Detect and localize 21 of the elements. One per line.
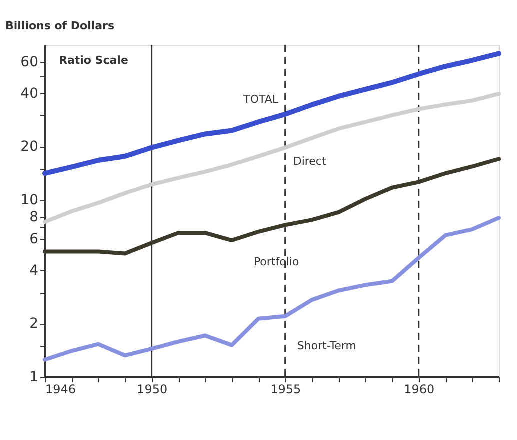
y-tick-label: 10 [20,192,38,208]
series-label: TOTAL [242,93,280,106]
x-tick-label: 1960 [404,382,435,396]
y-tick-label: 1 [30,370,38,386]
y-tick-label: 4 [30,262,39,279]
annotation: Ratio Scale [59,54,128,67]
series-label: Portfolio [254,256,300,269]
text: Short-Term [297,339,357,352]
y-tick-label: 8 [30,210,38,226]
x-tick-label: 1946 [46,382,76,396]
y-tick-label: 2 [30,316,38,332]
y-axis-title: Billions of Dollars [6,20,115,32]
line-series [43,92,501,224]
y-tick-label: 6 [30,232,39,248]
y-tick-label: 20 [20,139,38,156]
y-tick-label: 40 [20,86,38,102]
series-label: Direct [293,154,327,168]
x-tick-label: 1955 [270,382,302,396]
line-series [43,216,501,362]
y-tick-label: 60 [20,54,38,71]
x-tick-label: 1950 [137,382,168,396]
